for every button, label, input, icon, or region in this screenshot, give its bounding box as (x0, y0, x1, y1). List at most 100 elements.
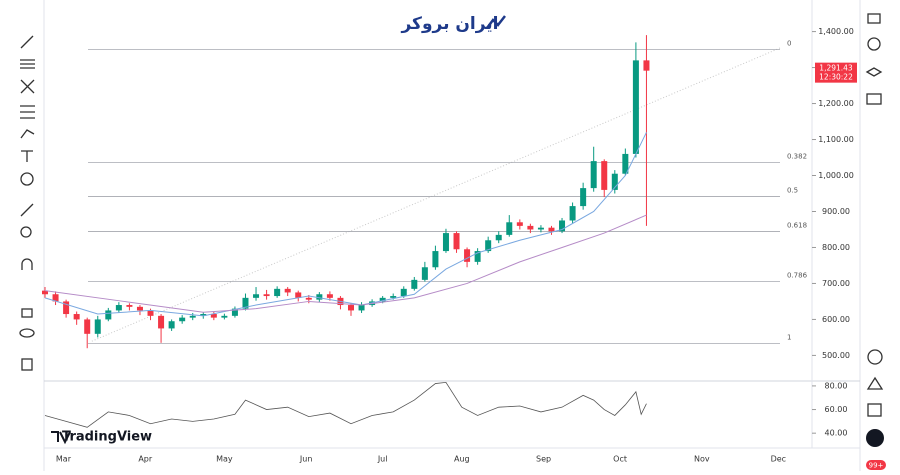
left-toolbar (19, 0, 45, 471)
x-tick-label: Dec (771, 455, 786, 464)
candle-body (379, 297, 386, 302)
y-tick-label: 1,200.00 (818, 99, 854, 108)
badge-text: 99+ (869, 462, 884, 470)
emoji-tool[interactable] (20, 172, 34, 186)
candle-body (432, 251, 439, 268)
fib-tool[interactable] (20, 59, 35, 69)
eye-tool[interactable] (19, 328, 35, 338)
logo: ایران بروکر (400, 14, 498, 34)
candle-body (115, 305, 122, 311)
magnet-tool[interactable] (21, 258, 33, 270)
text-tool[interactable] (21, 150, 33, 162)
candle-body (632, 60, 639, 154)
x-tick-label: Apr (138, 455, 153, 464)
candle-body (537, 227, 544, 230)
forecast-tool[interactable] (20, 105, 35, 119)
candle-body (453, 233, 460, 250)
candle-body (94, 319, 101, 334)
candle-body (263, 294, 270, 297)
candle-body (506, 222, 513, 235)
y-tick-label: 40.00 (825, 429, 848, 438)
candle-body (358, 305, 365, 311)
candle-body (253, 294, 260, 298)
candle-body (295, 292, 302, 298)
trash-tool[interactable] (21, 358, 33, 371)
candle-body (42, 290, 48, 295)
y-tick-label: 1,000.00 (818, 171, 854, 180)
badge (866, 460, 886, 470)
candle-body (210, 314, 217, 318)
y-tick-label: 80.00 (825, 381, 848, 390)
candle-body (390, 296, 397, 298)
candle-body (284, 288, 291, 293)
x-tick-label: Oct (613, 455, 627, 464)
pattern-tool[interactable] (20, 79, 35, 94)
candle-body (242, 297, 249, 309)
candle-body (63, 301, 70, 315)
right-toolbar: 99+ (859, 0, 886, 471)
candle-body (569, 206, 576, 221)
candle-body (189, 315, 196, 318)
candle-body (495, 234, 502, 241)
ideas-icon[interactable] (866, 376, 884, 390)
candle-body (84, 319, 91, 334)
countdown: 12:30:22 (819, 73, 853, 82)
moving-average (44, 214, 647, 313)
zoom-tool[interactable] (20, 226, 32, 238)
y-tick-label: 700.00 (822, 279, 850, 288)
candle-body (52, 294, 59, 302)
x-tick-label: May (216, 455, 233, 464)
watchlist-icon[interactable] (867, 13, 881, 24)
watermark-icon (51, 431, 71, 445)
x-tick-label: Aug (454, 455, 470, 464)
candle-body (179, 317, 186, 322)
fib-label: 0.618 (787, 222, 807, 230)
candle-body (611, 173, 618, 190)
alert-icon[interactable] (867, 37, 881, 51)
candle-body (305, 297, 312, 300)
y-tick-label: 600.00 (822, 315, 850, 324)
candle-body (548, 227, 555, 232)
fib-label: 0.382 (787, 153, 807, 161)
y-tick-label: 1,400.00 (818, 27, 854, 36)
fib-label: 0.5 (787, 186, 798, 194)
rsi-line (44, 381, 647, 428)
candle-body (580, 188, 587, 207)
target-icon[interactable] (867, 349, 883, 365)
x-tick-label: Jun (299, 455, 313, 464)
x-tick-label: Jul (377, 455, 388, 464)
candle-body (348, 305, 354, 311)
candle-body (147, 310, 154, 316)
candle-body (168, 321, 175, 329)
lock-tool[interactable] (21, 308, 33, 318)
chat-icon[interactable] (866, 93, 882, 105)
candle-body (601, 161, 608, 190)
fib-label: 1 (787, 334, 791, 342)
candle-body (73, 314, 80, 320)
price-tag-value: 1,291.43 (819, 64, 853, 73)
candle-body (643, 60, 650, 71)
candle-body (400, 288, 407, 297)
brush-tool[interactable] (20, 129, 35, 139)
layers-icon[interactable] (865, 67, 883, 77)
x-tick-label: Nov (694, 455, 710, 464)
candle-body (421, 267, 428, 280)
candle-body (326, 294, 333, 298)
y-tick-label: 1,100.00 (818, 135, 854, 144)
fib-label: 0 (787, 40, 791, 48)
watermark: TradingView (62, 430, 152, 445)
candle-body (527, 225, 534, 230)
trend-tool[interactable] (20, 35, 34, 49)
y-tick-label: 800.00 (822, 243, 850, 252)
candle-body (221, 315, 228, 318)
apps-icon[interactable] (866, 429, 884, 447)
candle-body (622, 153, 629, 174)
y-tick-label: 60.00 (825, 405, 848, 414)
candle-body (442, 233, 449, 252)
candle-body (474, 251, 481, 262)
candle-body (126, 305, 133, 307)
candle-body (231, 308, 238, 316)
calendar-icon[interactable] (867, 403, 882, 417)
ruler-tool[interactable] (20, 203, 34, 217)
candle-body (559, 220, 566, 232)
